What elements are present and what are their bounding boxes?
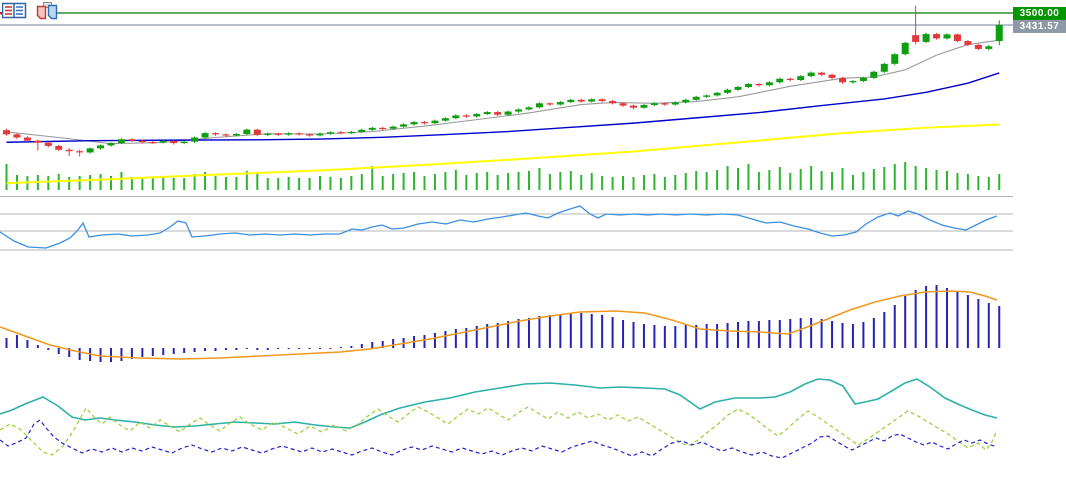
macd-histogram: [5, 285, 1001, 362]
last-price-label[interactable]: 3431.57: [1013, 20, 1066, 33]
chart-toolbar: [1, 2, 59, 25]
macd-signal-line: [0, 290, 998, 360]
chart-style-icon[interactable]: [36, 2, 59, 25]
d-line: [0, 406, 998, 456]
oscillator-line: [0, 205, 998, 249]
volume-bars: [5, 162, 1001, 190]
kdj-lines: [0, 378, 998, 459]
moving-average-lines: [6, 39, 1000, 185]
panel-gridlines: [0, 196, 1013, 251]
candlesticks: [3, 5, 1003, 157]
j-line: [0, 419, 998, 459]
price-horizontal-lines: [0, 12, 1013, 26]
quote-list-icon[interactable]: [1, 2, 27, 25]
k-line: [0, 378, 998, 429]
alert-price-label[interactable]: 3500.00: [1013, 7, 1066, 20]
